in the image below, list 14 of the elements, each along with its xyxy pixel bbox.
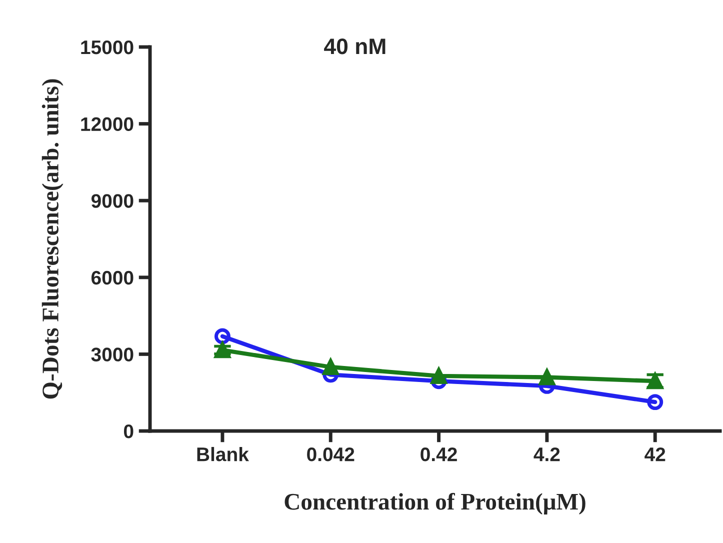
- x-tick-label: 4.2: [534, 447, 560, 462]
- y-axis-title: Q-Dots Fluorescence(arb. units): [42, 79, 64, 399]
- x-axis-title: Concentration of Protein(μM): [284, 492, 586, 515]
- y-tick-label: 6000: [91, 270, 134, 285]
- x-tick-label: 42: [644, 447, 666, 462]
- y-tick-label: 12000: [81, 117, 134, 132]
- x-tick-label: Blank: [197, 446, 249, 462]
- y-tick-label: 15000: [81, 40, 134, 54]
- y-tick-label: 0: [124, 424, 134, 438]
- y-tick-label: 3000: [91, 348, 134, 362]
- x-tick-label: 0.042: [307, 447, 354, 462]
- x-tick-label: 0.42: [420, 447, 457, 462]
- chart-title: 40 nM: [324, 38, 386, 54]
- y-tick-label: 9000: [91, 194, 134, 208]
